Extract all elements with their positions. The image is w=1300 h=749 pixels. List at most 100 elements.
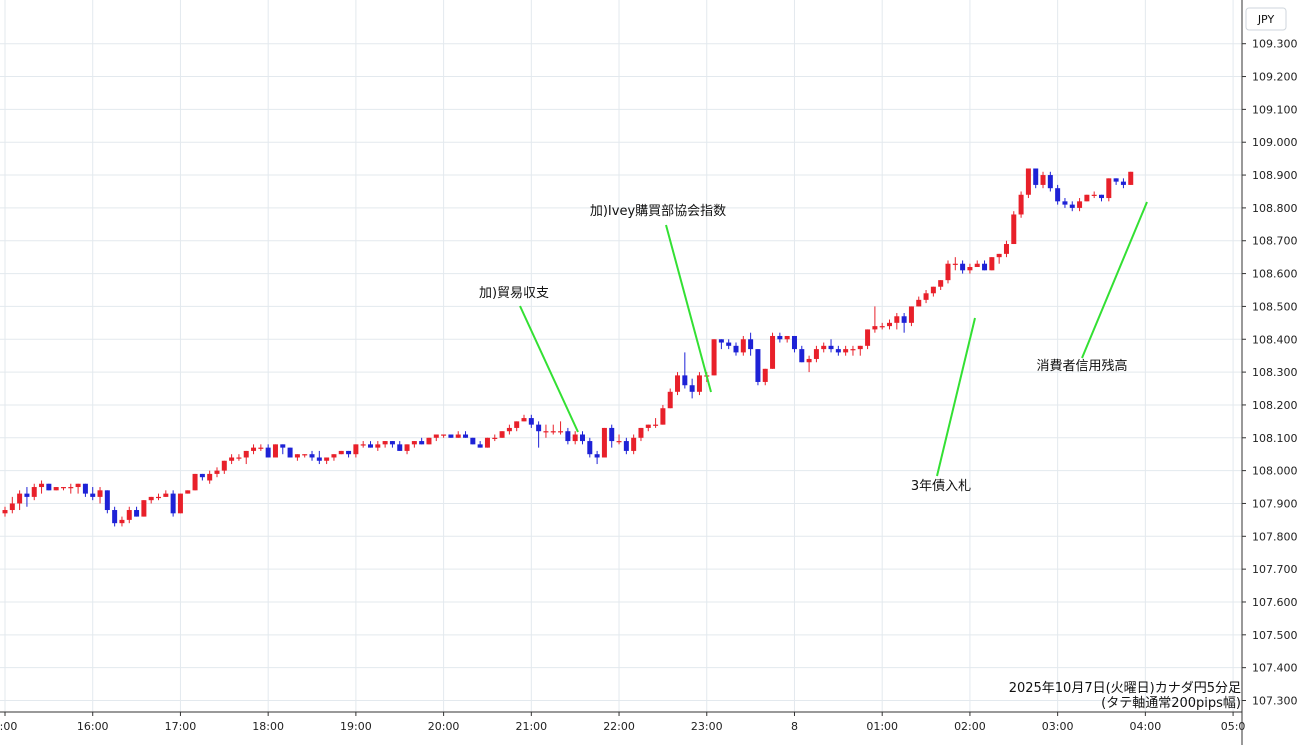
y-tick-label: 109.100 <box>1252 103 1298 116</box>
candle-body <box>441 434 447 436</box>
candle <box>960 260 966 274</box>
y-tick-label: 107.500 <box>1252 629 1298 642</box>
candle-layer <box>2 168 1134 527</box>
candle-body <box>82 483 88 494</box>
candle-body <box>185 490 191 494</box>
candle-body <box>455 434 461 438</box>
candle-body <box>97 490 103 497</box>
candle <box>82 483 88 497</box>
candle <box>865 329 871 350</box>
candle <box>989 257 995 271</box>
candle <box>843 345 849 356</box>
candle <box>97 487 103 504</box>
candle-body <box>514 421 520 428</box>
candle-body <box>492 437 498 439</box>
candle-body <box>1128 171 1134 185</box>
candle <box>1128 171 1134 185</box>
candle-body <box>229 457 235 461</box>
candle-body <box>799 349 805 363</box>
annotation-leader-line <box>1081 201 1148 359</box>
y-tick-label: 108.600 <box>1252 268 1298 281</box>
candle <box>653 418 659 428</box>
candle <box>104 490 110 514</box>
candle <box>1084 194 1090 202</box>
candle <box>938 280 944 290</box>
candle <box>682 352 688 389</box>
candle-body <box>696 375 702 392</box>
candle <box>1113 178 1119 185</box>
candle-body <box>821 345 827 350</box>
x-tick-label: 19:00 <box>340 720 372 733</box>
x-tick-label: 18:00 <box>252 720 284 733</box>
candle <box>309 450 315 461</box>
candle <box>484 437 490 448</box>
candle-body <box>1033 168 1039 185</box>
candle <box>404 444 410 455</box>
candle-body <box>960 263 966 271</box>
candle <box>879 322 885 330</box>
candle-body <box>287 447 293 458</box>
candle-body <box>316 457 322 461</box>
candle <box>565 427 571 445</box>
candle-body <box>236 457 242 459</box>
annotation-leader-line <box>665 224 712 393</box>
candle <box>229 454 235 465</box>
y-tick-label: 107.400 <box>1252 662 1298 675</box>
candle <box>638 427 644 442</box>
candle-body <box>587 441 593 455</box>
candle <box>353 444 359 458</box>
candle-body <box>177 493 183 514</box>
candle <box>338 450 344 455</box>
annotation-layer: 加)貿易収支 加)Ivey購買部協会指数 3年債入札 消費者信用残高 <box>479 201 1148 494</box>
candle <box>119 516 125 527</box>
candle-body <box>126 510 132 520</box>
candle-body <box>952 263 958 265</box>
candle <box>1077 198 1083 212</box>
candle <box>60 487 66 491</box>
candle <box>433 434 439 442</box>
x-tick-label: 21:00 <box>515 720 547 733</box>
candle <box>733 342 739 356</box>
candle <box>17 490 23 511</box>
x-tick-label: 22:00 <box>603 720 635 733</box>
candle <box>850 345 856 356</box>
candle <box>163 490 169 497</box>
y-tick-label: 109.200 <box>1252 71 1298 84</box>
candle-body <box>660 408 666 425</box>
candle-body <box>2 510 8 514</box>
candle <box>872 306 878 333</box>
candle <box>112 506 118 527</box>
candle <box>141 500 147 517</box>
candle-body <box>777 335 783 340</box>
candle-body <box>207 473 213 481</box>
candle <box>24 487 30 507</box>
candle-body <box>879 326 885 328</box>
x-tick-label: 20:00 <box>428 720 460 733</box>
candle-body <box>1106 178 1112 199</box>
candle-body <box>565 431 571 442</box>
candle <box>280 444 286 455</box>
candle <box>499 431 505 438</box>
candle-body <box>682 375 688 386</box>
candle-body <box>521 418 527 422</box>
candle <box>1091 191 1097 199</box>
candle-body <box>675 375 681 392</box>
candle-body <box>134 510 140 517</box>
candle-body <box>711 339 717 376</box>
candle-body <box>901 316 907 323</box>
candle <box>177 493 183 514</box>
candle <box>302 454 308 458</box>
candle-body <box>1018 194 1024 215</box>
candle-body <box>748 339 754 350</box>
candle <box>68 483 74 494</box>
candle <box>945 260 951 284</box>
candle-body <box>170 493 176 514</box>
candle <box>39 480 45 494</box>
candle-body <box>163 493 169 497</box>
candle-body <box>784 335 790 340</box>
y-tick-label: 108.800 <box>1252 202 1298 215</box>
candle <box>492 434 498 442</box>
candle-body <box>375 444 381 448</box>
candle-body <box>1055 188 1061 202</box>
